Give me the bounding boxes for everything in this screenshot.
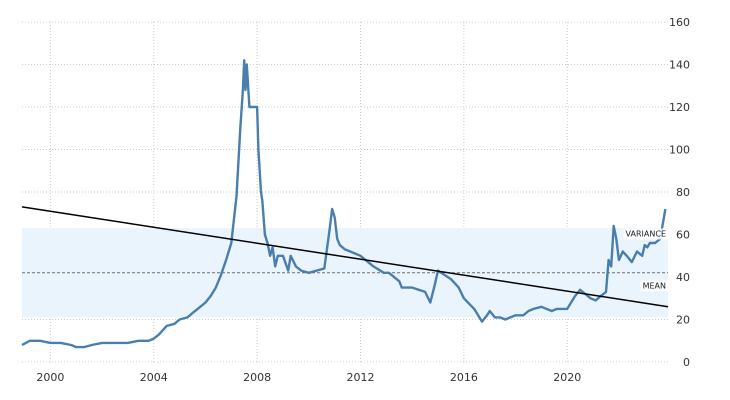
y-tick-label: 60: [676, 229, 690, 242]
y-tick-label: 140: [669, 59, 690, 72]
mean-label-background: [640, 280, 669, 292]
x-tick-label: 2020: [553, 371, 581, 384]
x-tick-label: 2012: [347, 371, 375, 384]
x-tick-label: 2000: [36, 371, 64, 384]
x-tick-label: 2004: [140, 371, 168, 384]
variance-label-background: [623, 228, 668, 240]
mean-label: MEAN: [643, 282, 666, 291]
x-tick-label: 2008: [243, 371, 271, 384]
y-tick-label: 20: [676, 314, 690, 327]
y-tick-label: 80: [676, 186, 690, 199]
y-tick-label: 120: [669, 101, 690, 114]
variance-label: VARIANCE: [626, 229, 666, 238]
series-line: [21, 59, 667, 349]
x-tick-label: 2016: [450, 371, 478, 384]
x-axis: 2000 2004 2008 2012 2016 2020: [36, 371, 581, 384]
y-tick-label: 0: [683, 356, 690, 369]
trend-line: [21, 206, 669, 308]
y-tick-label: 100: [669, 144, 690, 157]
y-axis: 0 20 40 60 80 100 120 140 160: [669, 16, 690, 369]
y-tick-label: 40: [676, 271, 690, 284]
y-tick-label: 160: [669, 16, 690, 29]
